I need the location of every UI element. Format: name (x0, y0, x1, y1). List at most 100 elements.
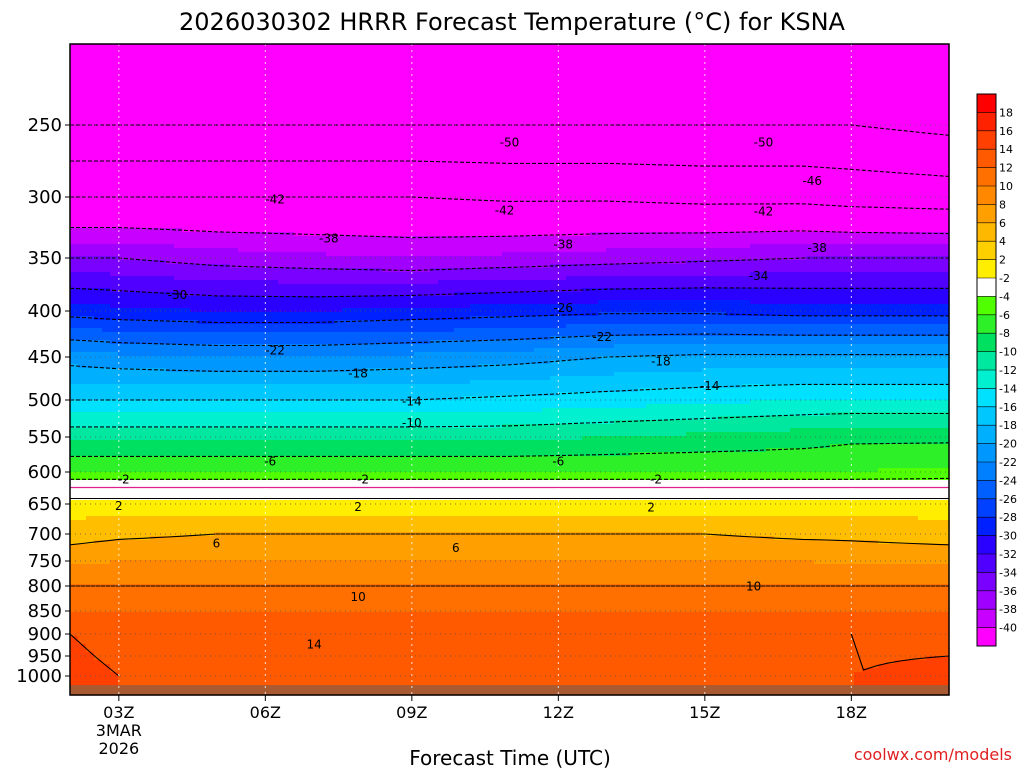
field-cell (78, 88, 87, 93)
field-cell (142, 176, 151, 181)
field-cell (406, 120, 415, 125)
field-cell (870, 112, 879, 117)
field-cell (454, 204, 463, 209)
field-cell (102, 84, 111, 89)
field-cell (94, 172, 103, 177)
field-cell (566, 92, 575, 97)
field-cell (486, 216, 495, 221)
field-cell (502, 56, 511, 61)
field-cell (854, 148, 863, 153)
field-cell (774, 192, 783, 197)
field-cell (478, 148, 487, 153)
field-cell (262, 128, 271, 133)
field-cell (310, 172, 319, 177)
field-cell (926, 156, 935, 161)
field-cell (822, 192, 831, 197)
field-cell (854, 68, 863, 73)
field-cell (870, 160, 879, 165)
field-cell (262, 76, 271, 81)
field-cell (598, 156, 607, 161)
field-cell (550, 180, 559, 185)
field-cell (454, 176, 463, 181)
field-cell (750, 168, 759, 173)
field-cell (222, 216, 231, 221)
field-cell (934, 76, 943, 81)
field-cell (302, 48, 311, 53)
field-cell (422, 160, 431, 165)
field-cell (318, 116, 327, 121)
field-cell (734, 136, 743, 141)
field-cell (710, 68, 719, 73)
field-cell (926, 204, 935, 209)
field-cell (710, 96, 719, 101)
field-cell (214, 208, 223, 213)
field-cell (254, 136, 263, 141)
field-cell (310, 100, 319, 105)
field-cell (694, 220, 703, 225)
field-cell (750, 112, 759, 117)
field-cell (230, 180, 239, 185)
field-cell (422, 164, 431, 169)
field-cell (726, 68, 735, 73)
field-cell (750, 220, 759, 225)
field-cell (318, 156, 327, 161)
field-cell (638, 144, 647, 149)
field-cell (702, 152, 711, 157)
field-cell (430, 68, 439, 73)
field-cell (438, 188, 447, 193)
field-cell (822, 76, 831, 81)
field-cell (206, 100, 215, 105)
field-cell (654, 72, 663, 77)
field-cell (206, 56, 215, 61)
field-cell (566, 212, 575, 217)
field-cell (614, 52, 623, 57)
field-cell (110, 212, 119, 217)
field-cell (86, 200, 95, 205)
field-cell (870, 168, 879, 173)
field-cell (430, 152, 439, 157)
field-cell (758, 180, 767, 185)
field-cell (830, 220, 839, 225)
field-cell (894, 132, 903, 137)
field-cell (606, 208, 615, 213)
field-cell (734, 92, 743, 97)
field-cell (718, 128, 727, 133)
field-cell (214, 140, 223, 145)
field-cell (254, 220, 263, 225)
field-cell (430, 112, 439, 117)
field-cell (918, 192, 927, 197)
field-cell (774, 52, 783, 57)
field-cell (206, 132, 215, 137)
field-cell (374, 92, 383, 97)
field-cell (390, 148, 399, 153)
field-cell (870, 212, 879, 217)
field-cell (606, 144, 615, 149)
field-cell (510, 56, 519, 61)
field-cell (286, 220, 295, 225)
field-cell (662, 180, 671, 185)
field-cell (566, 132, 575, 137)
field-cell (566, 96, 575, 101)
field-cell (78, 128, 87, 133)
field-cell (838, 108, 847, 113)
field-cell (806, 140, 815, 145)
field-cell (358, 216, 367, 221)
field-cell (374, 136, 383, 141)
field-cell (390, 80, 399, 85)
field-cell (374, 108, 383, 113)
field-cell (918, 184, 927, 189)
field-cell (70, 140, 79, 145)
field-cell (694, 56, 703, 61)
field-cell (222, 64, 231, 69)
field-cell (846, 128, 855, 133)
field-cell (830, 136, 839, 141)
field-cell (78, 64, 87, 69)
field-cell (494, 156, 503, 161)
field-cell (646, 168, 655, 173)
field-cell (142, 172, 151, 177)
field-cell (222, 140, 231, 145)
field-cell (158, 64, 167, 69)
field-cell (750, 84, 759, 89)
field-cell (70, 192, 79, 197)
field-cell (254, 104, 263, 109)
